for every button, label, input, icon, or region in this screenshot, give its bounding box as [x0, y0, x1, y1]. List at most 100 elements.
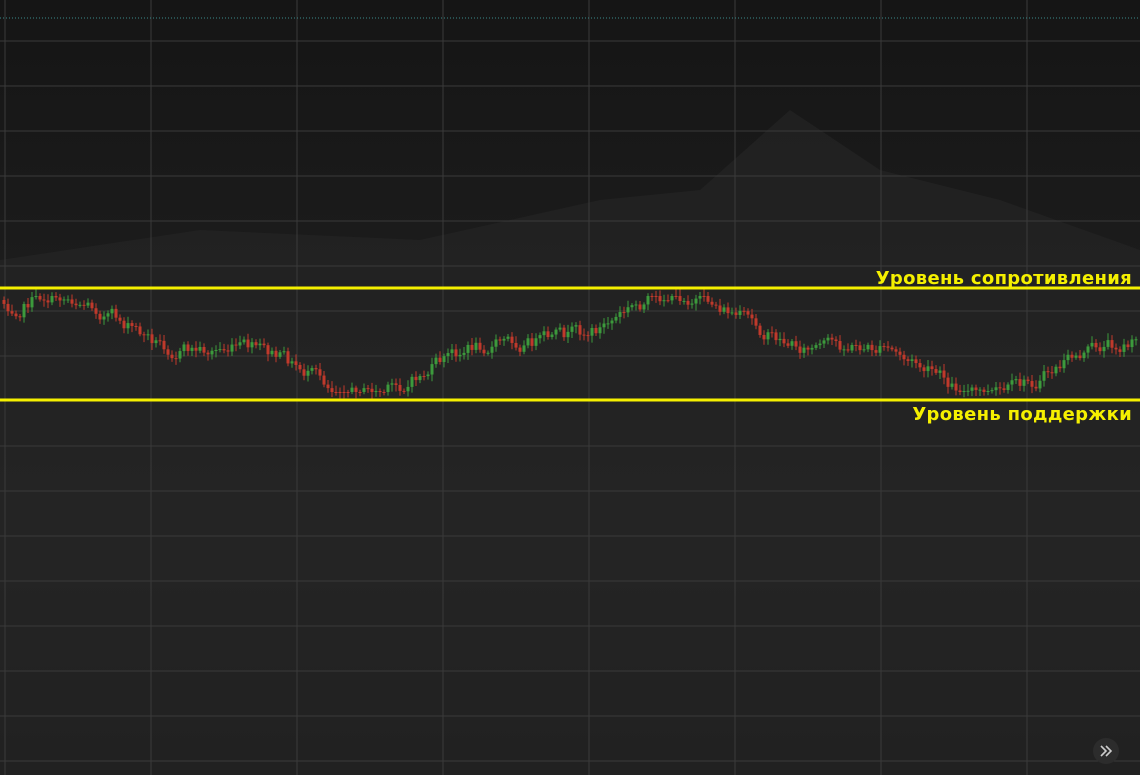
candle-body	[662, 300, 666, 302]
candle-body	[362, 388, 366, 392]
candle-body	[926, 366, 930, 372]
support-label: Уровень поддержки	[912, 404, 1132, 425]
candle-body	[94, 308, 98, 314]
candle-body	[546, 331, 550, 338]
candle-body	[682, 300, 686, 302]
candle-body	[442, 356, 446, 362]
candle-body	[394, 383, 398, 385]
candle-body	[906, 359, 910, 361]
candle-body	[1006, 384, 1010, 390]
candle-body	[838, 341, 842, 350]
candle-body	[790, 341, 794, 346]
candle-body	[322, 375, 326, 385]
candle-body	[190, 347, 194, 351]
candle-body	[814, 345, 818, 348]
candle-body	[1106, 340, 1110, 347]
candle-body	[938, 370, 942, 373]
candle-body	[710, 301, 714, 305]
candle-body	[634, 304, 638, 306]
candle-body	[178, 351, 182, 359]
candle-body	[302, 369, 306, 376]
candle-body	[990, 390, 994, 392]
candle-body	[206, 352, 210, 355]
candle-body	[250, 342, 254, 348]
candle-body	[842, 349, 846, 351]
candle-body	[358, 392, 362, 393]
candle-body	[214, 349, 218, 351]
candle-body	[618, 312, 622, 317]
candle-body	[578, 325, 582, 335]
candle-body	[890, 347, 894, 350]
candle-body	[270, 350, 274, 355]
candle-body	[50, 296, 54, 303]
candle-body	[446, 353, 450, 357]
candle-body	[942, 370, 946, 378]
candle-body	[974, 387, 978, 391]
candle-body	[14, 313, 18, 317]
candle-body	[450, 349, 454, 354]
candle-body	[1074, 355, 1078, 358]
candle-body	[606, 323, 610, 325]
candle-body	[598, 327, 602, 334]
candle-body	[854, 344, 858, 346]
candle-body	[554, 329, 558, 335]
candle-body	[434, 357, 438, 365]
candle-body	[746, 311, 750, 315]
scroll-button[interactable]	[1093, 738, 1119, 764]
candle-body	[958, 390, 962, 392]
candle-body	[810, 347, 814, 350]
candle-body	[518, 347, 522, 352]
candles	[2, 289, 1138, 399]
candle-body	[62, 299, 66, 301]
candle-body	[458, 354, 462, 357]
candle-body	[1094, 342, 1098, 348]
candle-body	[1046, 371, 1050, 373]
candle-body	[538, 335, 542, 339]
scroll-icon[interactable]	[1100, 745, 1113, 757]
candle-body	[782, 338, 786, 344]
candle-body	[914, 359, 918, 364]
candle-body	[646, 296, 650, 305]
candle-body	[454, 349, 458, 357]
candle-body	[290, 361, 294, 364]
candle-body	[874, 350, 878, 353]
candle-body	[18, 316, 22, 318]
candle-body	[802, 347, 806, 353]
candle-body	[382, 392, 386, 393]
candle-body	[162, 340, 166, 350]
candle-body	[670, 296, 674, 301]
candle-body	[478, 342, 482, 350]
candle-body	[318, 369, 322, 376]
candle-body	[470, 344, 474, 350]
candle-body	[690, 303, 694, 305]
candle-body	[346, 392, 350, 393]
candle-body	[770, 332, 774, 334]
candle-body	[366, 388, 370, 390]
candle-body	[754, 318, 758, 326]
candle-body	[218, 349, 222, 351]
candle-body	[650, 296, 654, 297]
candle-body	[574, 325, 578, 327]
candle-body	[426, 374, 430, 377]
candle-body	[590, 327, 594, 336]
candle-body	[494, 339, 498, 347]
candle-body	[10, 311, 14, 314]
candle-body	[414, 376, 418, 381]
candle-body	[410, 376, 414, 387]
candle-body	[326, 384, 330, 389]
candle-body	[582, 334, 586, 336]
candle-body	[130, 323, 134, 326]
candle-body	[142, 334, 146, 336]
candle-body	[654, 296, 658, 297]
candle-body	[830, 337, 834, 340]
candle-body	[422, 376, 426, 378]
candle-body	[238, 342, 242, 346]
candle-body	[70, 299, 74, 304]
candle-body	[858, 345, 862, 351]
candle-body	[526, 338, 530, 346]
candle-body	[630, 305, 634, 308]
candle-body	[522, 345, 526, 352]
candle-body	[466, 344, 470, 353]
candle-body	[90, 302, 94, 309]
